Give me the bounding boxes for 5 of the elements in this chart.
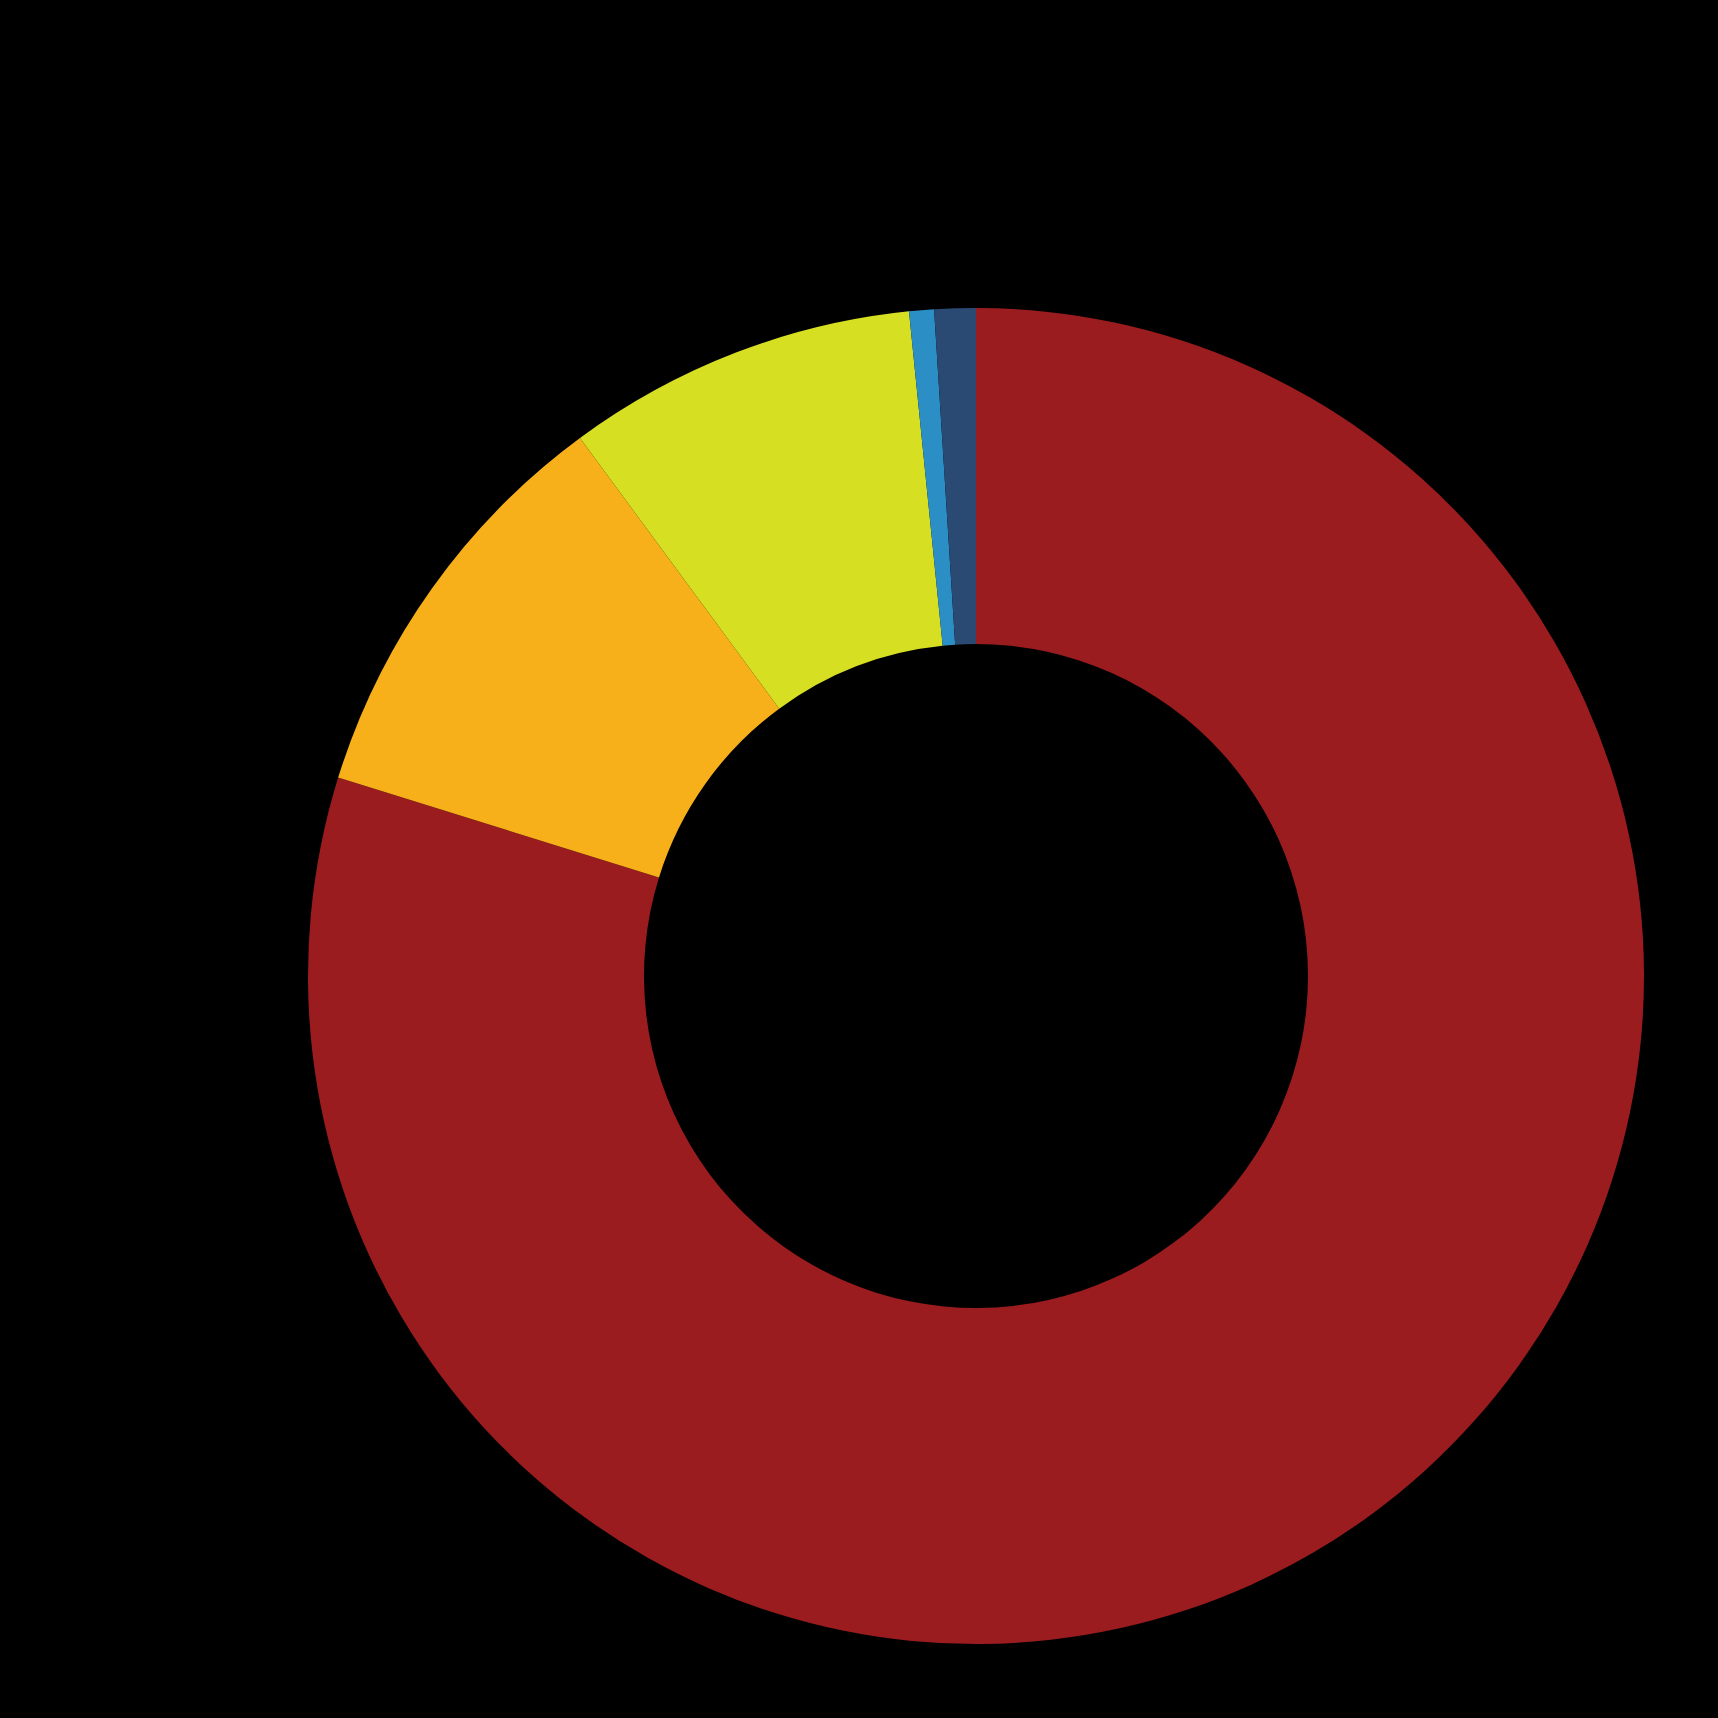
donut-slice <box>579 311 943 709</box>
donut-slice <box>338 438 780 878</box>
donut-slice <box>934 308 976 645</box>
donut-slice <box>908 309 956 646</box>
donut-slice <box>308 308 1644 1643</box>
